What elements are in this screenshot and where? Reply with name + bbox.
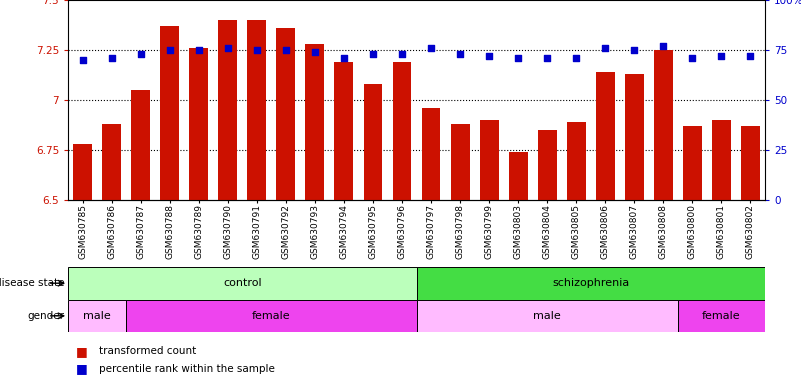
- Point: [686, 55, 698, 61]
- Bar: [567, 122, 586, 200]
- Point: [337, 55, 350, 61]
- Bar: [417, 300, 678, 332]
- Text: male: male: [83, 311, 111, 321]
- Point: [76, 57, 89, 63]
- Bar: [189, 48, 208, 200]
- Point: [628, 47, 641, 53]
- Bar: [678, 300, 765, 332]
- Point: [251, 47, 264, 53]
- Bar: [683, 126, 702, 200]
- Point: [425, 45, 437, 51]
- Bar: [73, 144, 92, 200]
- Bar: [364, 84, 382, 200]
- Text: disease state: disease state: [0, 278, 64, 288]
- Bar: [392, 62, 412, 200]
- Text: transformed count: transformed count: [99, 346, 195, 356]
- Bar: [160, 26, 179, 200]
- Point: [453, 51, 466, 57]
- Text: percentile rank within the sample: percentile rank within the sample: [99, 364, 275, 374]
- Point: [192, 47, 205, 53]
- Bar: [537, 130, 557, 200]
- Text: female: female: [252, 311, 291, 321]
- Bar: [451, 124, 469, 200]
- Bar: [417, 267, 765, 300]
- Point: [483, 53, 496, 59]
- Text: schizophrenia: schizophrenia: [552, 278, 630, 288]
- Bar: [276, 28, 296, 200]
- Bar: [335, 62, 353, 200]
- Point: [715, 53, 728, 59]
- Point: [541, 55, 553, 61]
- Bar: [103, 124, 121, 200]
- Point: [396, 51, 409, 57]
- Point: [657, 43, 670, 49]
- Point: [744, 53, 757, 59]
- Bar: [480, 120, 498, 200]
- Bar: [131, 90, 150, 200]
- Bar: [248, 20, 266, 200]
- Bar: [596, 72, 614, 200]
- Bar: [509, 152, 528, 200]
- Text: female: female: [702, 311, 741, 321]
- Point: [221, 45, 234, 51]
- Point: [105, 55, 118, 61]
- Bar: [421, 108, 441, 200]
- Bar: [127, 300, 417, 332]
- Bar: [305, 44, 324, 200]
- Bar: [741, 126, 760, 200]
- Text: ■: ■: [76, 345, 88, 358]
- Point: [280, 47, 292, 53]
- Bar: [219, 20, 237, 200]
- Text: control: control: [223, 278, 262, 288]
- Bar: [68, 300, 127, 332]
- Bar: [625, 74, 644, 200]
- Point: [367, 51, 380, 57]
- Text: ■: ■: [76, 362, 88, 375]
- Bar: [654, 50, 673, 200]
- Point: [512, 55, 525, 61]
- Bar: [68, 267, 417, 300]
- Text: gender: gender: [27, 311, 64, 321]
- Text: male: male: [533, 311, 561, 321]
- Point: [570, 55, 582, 61]
- Bar: [712, 120, 731, 200]
- Point: [163, 47, 176, 53]
- Point: [308, 49, 321, 55]
- Point: [599, 45, 612, 51]
- Point: [135, 51, 147, 57]
